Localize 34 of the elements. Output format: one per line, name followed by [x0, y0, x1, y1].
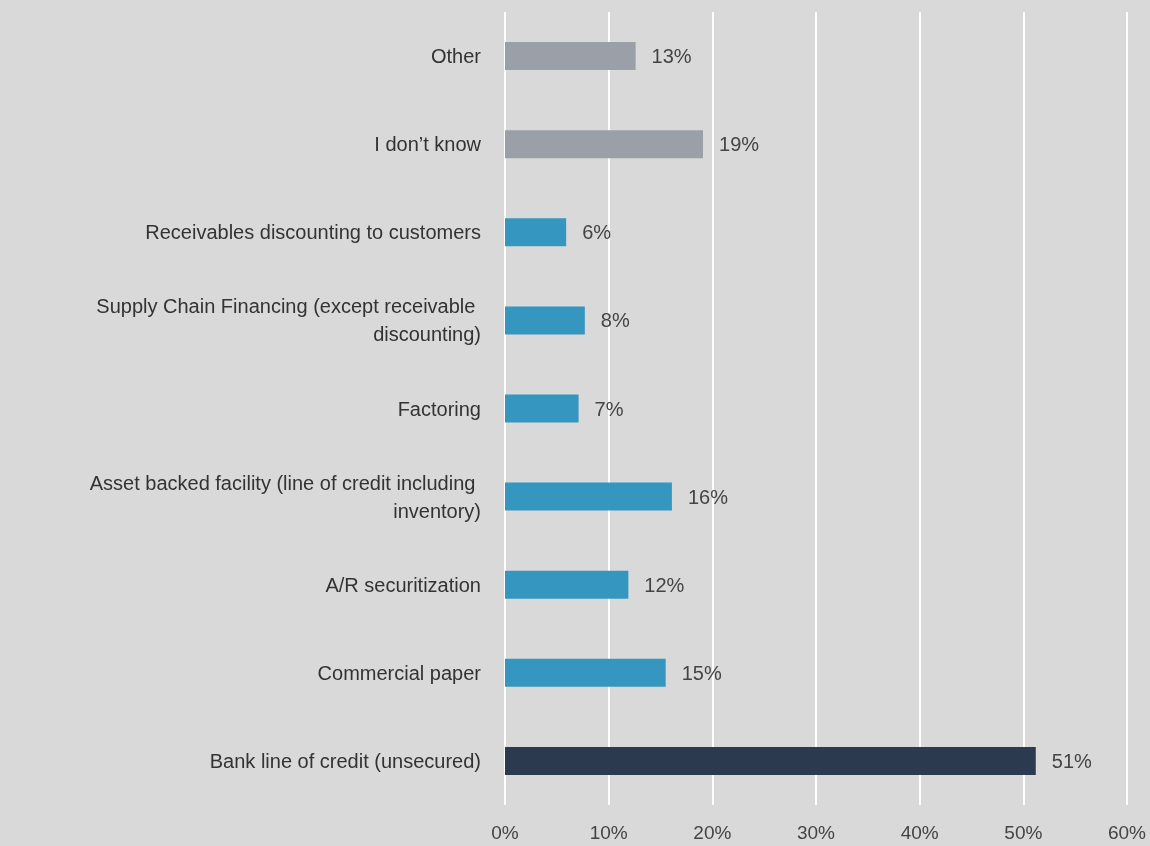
bar	[505, 130, 703, 159]
x-tick-label: 40%	[900, 822, 939, 843]
data-label: 12%	[644, 573, 685, 596]
y-tick-label: A/R securitization	[325, 573, 481, 596]
data-label: 7%	[594, 397, 624, 420]
bar	[505, 218, 567, 247]
bar	[505, 570, 629, 599]
y-tick-label: Supply Chain Financing (except receivable discounting)	[96, 295, 481, 346]
x-tick-label: 60%	[1107, 822, 1147, 843]
bar	[505, 42, 636, 71]
y-tick-label: Receivables discounting to customers	[145, 221, 481, 244]
data-label: 16%	[687, 485, 729, 508]
x-tick-label: 0%	[491, 822, 519, 843]
x-tick-label: 30%	[796, 822, 836, 843]
y-tick-label: I don’t know	[374, 133, 482, 156]
data-label: 51%	[1051, 749, 1093, 772]
y-tick-label: Factoring	[397, 397, 481, 420]
y-tick-label: Commercial paper	[317, 661, 482, 684]
x-tick-label: 20%	[693, 822, 732, 843]
bar	[505, 482, 672, 511]
data-label: 13%	[651, 45, 692, 68]
bar	[505, 746, 1036, 775]
x-tick-label: 50%	[1004, 822, 1043, 843]
bar	[505, 394, 579, 423]
data-label: 6%	[582, 221, 612, 244]
y-tick-label: Bank line of credit (unsecured)	[209, 749, 481, 772]
y-tick-label: Other	[430, 45, 482, 68]
bar	[505, 306, 585, 335]
x-tick-label: 10%	[589, 822, 628, 843]
data-label: 19%	[719, 133, 760, 156]
data-label: 8%	[600, 309, 630, 332]
y-tick-label: Asset backed facility (line of credit including inventory)	[89, 471, 481, 522]
bar	[505, 658, 666, 687]
data-label: 15%	[681, 661, 722, 684]
